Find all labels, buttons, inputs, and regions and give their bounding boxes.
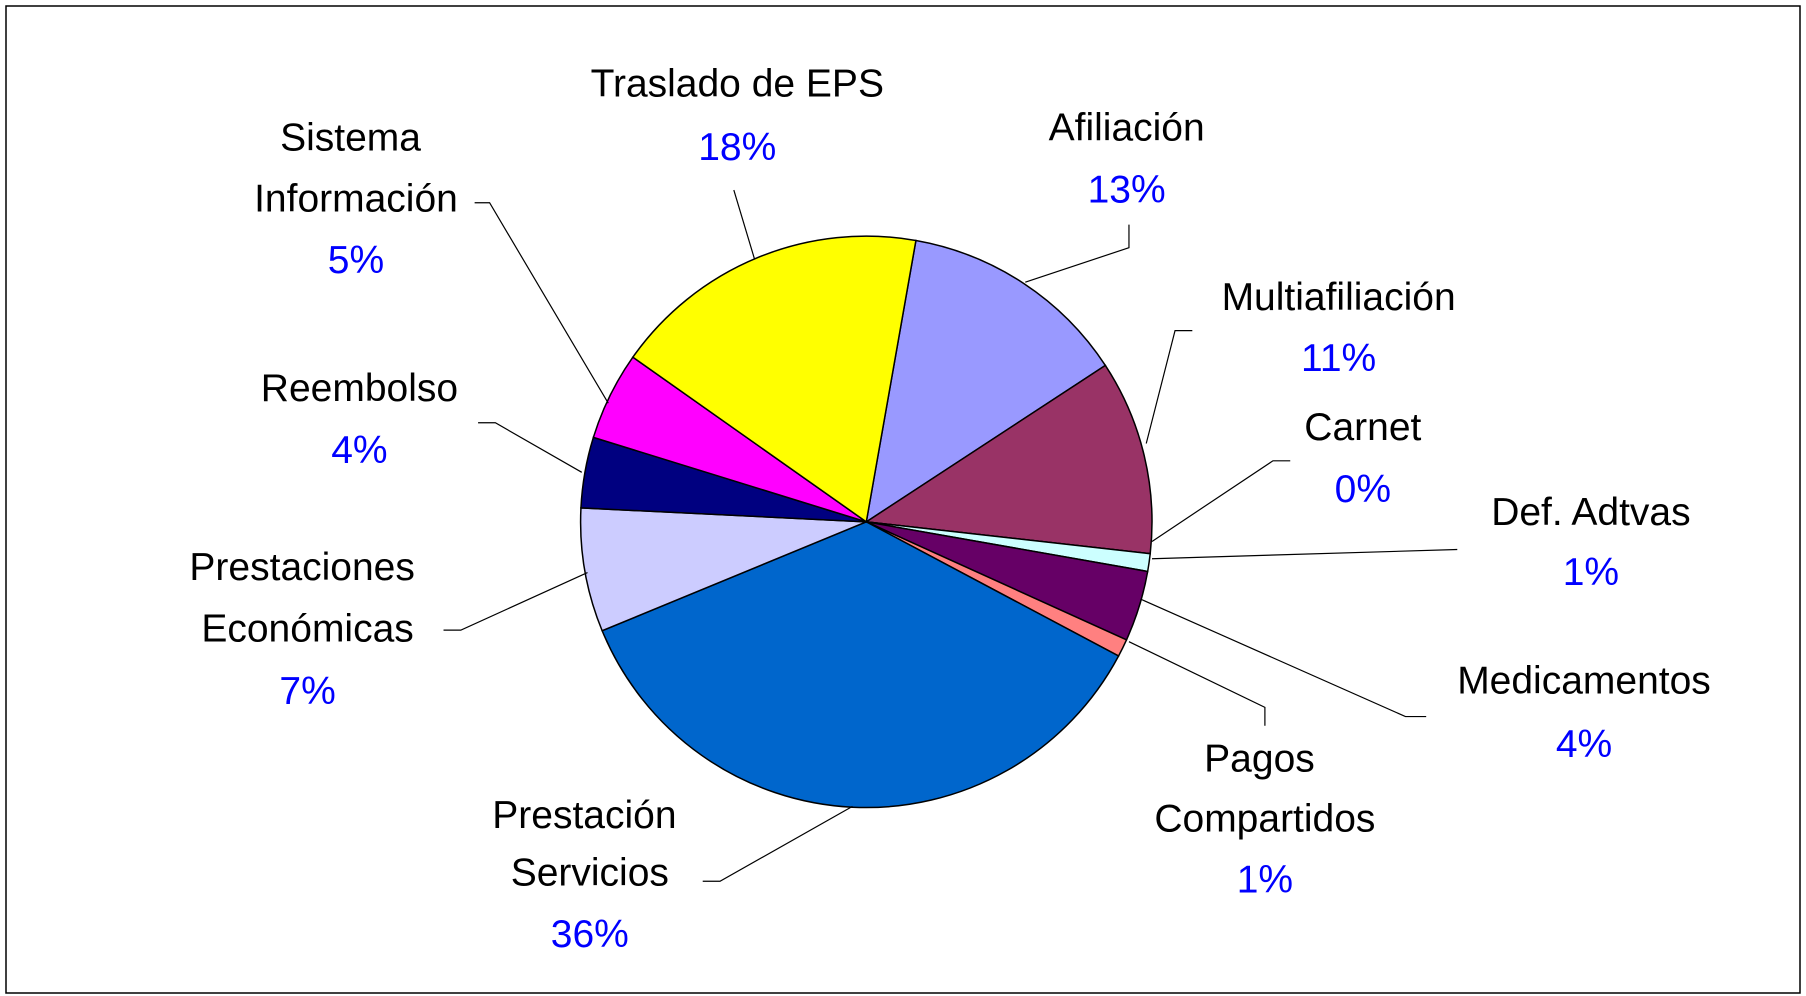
leader-line [474, 202, 609, 404]
value-label: 36% [551, 913, 629, 956]
value-label: 5% [328, 239, 384, 282]
leader-line [1025, 224, 1130, 283]
value-label: 11% [1301, 337, 1376, 380]
value-label: 0% [1335, 468, 1391, 511]
slice-label: Def. Adtvas [1491, 491, 1690, 534]
slice-label: Carnet [1304, 406, 1421, 449]
slice-label: Reembolso [261, 367, 458, 410]
slice-label: Traslado de EPS [591, 63, 884, 106]
label-line: Prestaciones [189, 547, 425, 590]
leader-line [1140, 598, 1427, 718]
value-label: 1% [1563, 551, 1619, 594]
label-line: Servicios [511, 852, 669, 895]
leader-line [478, 422, 583, 473]
leader-line [733, 189, 756, 260]
pie-slice [865, 239, 1107, 524]
value-label: 7% [279, 670, 335, 713]
label-line: Prestación [492, 794, 687, 837]
label-line: Compartidos [1154, 798, 1375, 841]
label-line: Sistema [280, 117, 432, 160]
value-label: 18% [698, 126, 776, 169]
slice-label: Afiliación [1049, 106, 1205, 149]
leader-line [443, 571, 588, 631]
pie-slice [864, 364, 1153, 555]
leader-line [702, 805, 853, 882]
pie-slice [601, 521, 1120, 809]
pie-slice [631, 235, 917, 524]
label-line: Información [254, 178, 458, 221]
value-label: 4% [331, 429, 387, 472]
value-label: 1% [1237, 859, 1293, 902]
slice-label: Prestación Servicios [492, 794, 687, 895]
label-line: Pagos [1204, 738, 1325, 781]
value-label: 4% [1556, 723, 1612, 766]
label-line: Económicas [201, 608, 413, 651]
leader-line [1128, 641, 1266, 726]
slice-label: Prestaciones Económicas [189, 547, 425, 651]
leader-line [1151, 548, 1458, 560]
slice-label: Pagos Compartidos [1154, 738, 1375, 841]
leader-line [1151, 460, 1291, 542]
slice-label: Sistema Información [254, 117, 458, 221]
slice-label: Multiafiliación [1222, 276, 1456, 319]
value-label: 13% [1088, 169, 1166, 212]
leader-line [1145, 330, 1193, 444]
slice-label: Medicamentos [1457, 659, 1711, 702]
pie-slice [579, 507, 867, 632]
